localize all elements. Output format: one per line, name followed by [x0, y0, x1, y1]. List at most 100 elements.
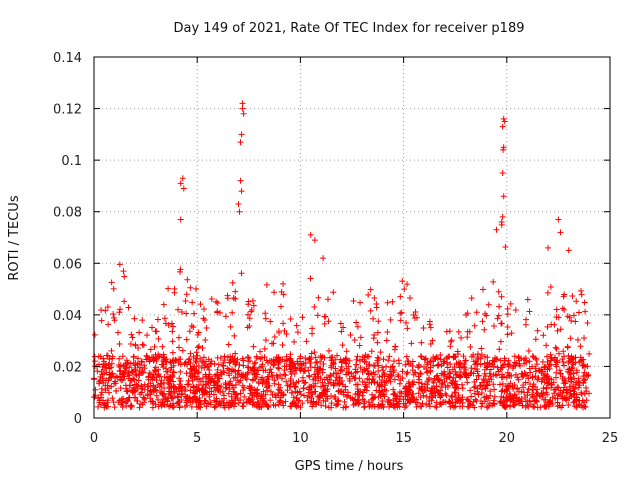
data-point	[468, 393, 475, 400]
data-point	[311, 304, 318, 311]
data-point	[356, 342, 363, 349]
data-point	[251, 360, 258, 367]
data-point	[121, 298, 128, 305]
data-point	[485, 301, 492, 308]
data-point	[185, 356, 192, 363]
data-point	[383, 363, 390, 370]
data-point	[515, 376, 522, 383]
data-point	[111, 317, 118, 324]
data-point	[312, 388, 319, 395]
data-point	[131, 367, 138, 374]
data-point	[398, 390, 405, 397]
data-point	[145, 383, 152, 390]
data-point	[498, 320, 505, 327]
data-point	[475, 391, 482, 398]
data-point	[161, 401, 168, 408]
data-point	[225, 370, 232, 377]
data-point	[555, 350, 562, 357]
data-point	[327, 354, 334, 361]
data-point	[179, 175, 186, 182]
data-point	[424, 359, 431, 366]
data-point	[380, 404, 387, 411]
data-point	[135, 370, 142, 377]
data-point	[195, 363, 202, 370]
data-point	[140, 394, 147, 401]
data-point	[236, 208, 243, 215]
data-point	[502, 243, 509, 250]
data-point	[203, 403, 210, 410]
data-point	[320, 255, 327, 262]
data-point	[504, 311, 511, 318]
data-point	[125, 304, 132, 311]
data-point	[282, 372, 289, 379]
data-point	[152, 328, 159, 335]
data-point	[522, 379, 529, 386]
data-point	[540, 385, 547, 392]
data-point	[158, 354, 165, 361]
data-point	[183, 291, 190, 298]
data-point	[108, 374, 115, 381]
data-point	[573, 367, 580, 374]
data-point	[339, 381, 346, 388]
data-point	[501, 355, 508, 362]
data-point	[127, 402, 134, 409]
data-point	[457, 397, 464, 404]
data-point	[267, 318, 274, 325]
data-point	[581, 335, 588, 342]
data-point	[227, 402, 234, 409]
data-point	[485, 403, 492, 410]
data-point	[273, 353, 280, 360]
data-point	[474, 361, 481, 368]
data-point	[123, 364, 130, 371]
data-point	[224, 365, 231, 372]
data-point	[499, 380, 506, 387]
data-point	[396, 389, 403, 396]
data-point	[341, 398, 348, 405]
data-point	[495, 288, 502, 295]
data-point	[192, 373, 199, 380]
data-point	[160, 301, 167, 308]
data-point	[529, 391, 536, 398]
data-point	[447, 338, 454, 345]
data-point	[477, 382, 484, 389]
data-point	[216, 375, 223, 382]
data-point	[491, 393, 498, 400]
data-point	[325, 347, 332, 354]
data-point	[235, 399, 242, 406]
data-point	[478, 389, 485, 396]
data-point	[268, 357, 275, 364]
data-point	[564, 343, 571, 350]
data-point	[494, 364, 501, 371]
data-point	[186, 328, 193, 335]
data-point	[467, 343, 474, 350]
data-point	[474, 388, 481, 395]
data-point	[287, 375, 294, 382]
data-point	[110, 373, 117, 380]
data-point	[443, 328, 450, 335]
data-point	[277, 372, 284, 379]
data-point	[544, 289, 551, 296]
data-point	[141, 395, 148, 402]
data-point	[232, 381, 239, 388]
data-point	[261, 354, 268, 361]
data-point	[328, 400, 335, 407]
data-point	[497, 366, 504, 373]
data-point	[375, 318, 382, 325]
x-tick-label: 0	[90, 431, 98, 446]
data-point	[244, 354, 251, 361]
data-point	[524, 392, 531, 399]
data-point	[234, 377, 241, 384]
data-point	[532, 336, 539, 343]
data-point	[566, 314, 573, 321]
data-point	[544, 358, 551, 365]
data-point	[511, 353, 518, 360]
data-point	[163, 368, 170, 375]
data-point	[581, 390, 588, 397]
data-point	[243, 376, 250, 383]
data-point	[218, 369, 225, 376]
data-point	[525, 348, 532, 355]
data-point	[297, 353, 304, 360]
data-point	[252, 359, 259, 366]
data-point	[259, 380, 266, 387]
data-point	[391, 376, 398, 383]
